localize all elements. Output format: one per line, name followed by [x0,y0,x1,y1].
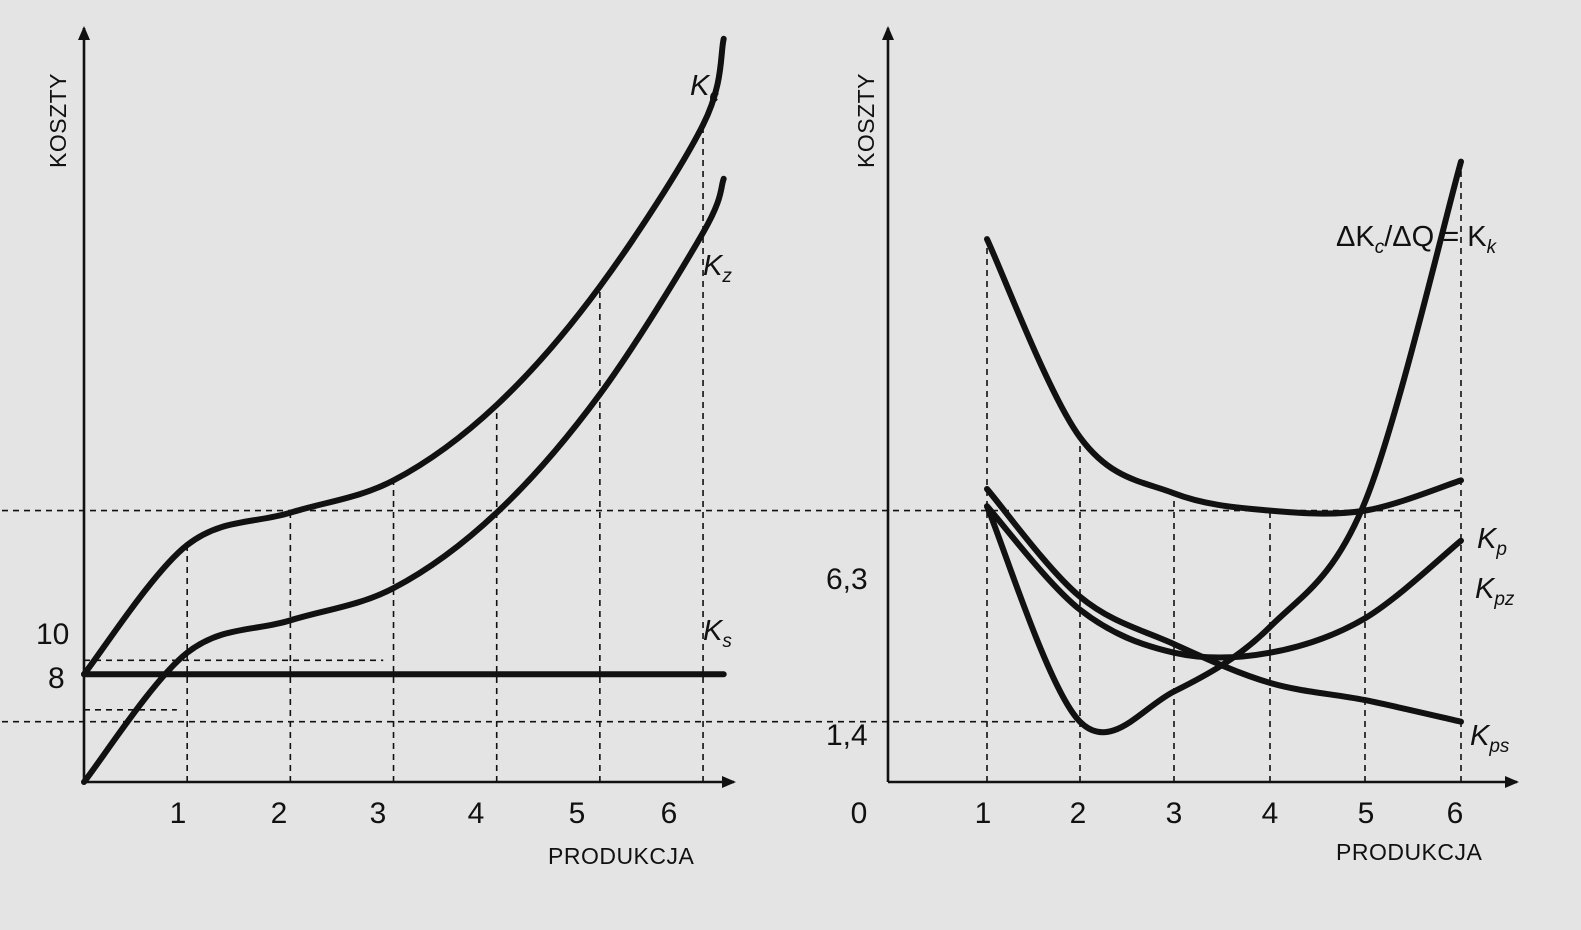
left-curves [81,35,727,785]
left-x-tick-3: 3 [370,797,387,830]
right-y-axis-label: KOSZTY [853,73,879,168]
label-Kps: Kps [1470,720,1510,757]
left-x-tick-6: 6 [661,797,678,830]
left-x-tick-1: 1 [170,797,187,830]
label-Kk: ΔKc/ΔQ = Kk [1336,221,1498,258]
label-Kc: Kc [690,70,719,107]
curve-Kk [984,158,1464,736]
left-chart: KOSZTY PRODUKCJA 1 2 3 4 5 6 10 8 Kc Kz … [36,26,736,869]
label-Kz: Kz [703,250,732,287]
right-chart: KOSZTY PRODUKCJA 0 1 2 3 4 5 6 6,3 1,4 K… [2,26,1519,865]
label-Kp: Kp [1477,523,1507,560]
right-y-tick-6-3: 6,3 [826,563,868,596]
curve-Kz [81,175,727,785]
left-x-tick-2: 2 [271,797,288,830]
label-Ks: Ks [703,615,732,652]
right-x-tick-1: 1 [975,797,992,830]
left-y-tick-8: 8 [48,662,65,695]
curve-Kc [81,35,727,678]
left-x-tick-4: 4 [468,797,485,830]
right-x-tick-4: 4 [1262,797,1279,830]
left-y-tick-10: 10 [36,618,69,651]
right-guide-lines [2,161,1462,782]
left-guide-lines [84,124,704,782]
left-x-axis-label: PRODUKCJA [548,843,695,869]
right-x-tick-2: 2 [1070,797,1087,830]
right-x-tick-3: 3 [1166,797,1183,830]
right-x-tick-5: 5 [1358,797,1375,830]
right-x-tick-6: 6 [1447,797,1464,830]
label-Kpz: Kpz [1475,573,1515,610]
right-origin-label: 0 [851,797,868,830]
right-x-axis-label: PRODUKCJA [1336,839,1483,865]
right-y-tick-1-4: 1,4 [826,719,868,752]
curve-Kps [984,486,1464,725]
left-x-tick-5: 5 [569,797,586,830]
curve-Kp [984,236,1464,517]
right-curves [984,158,1464,736]
curve-Kpz [984,503,1464,661]
left-y-axis-label: KOSZTY [45,73,71,168]
